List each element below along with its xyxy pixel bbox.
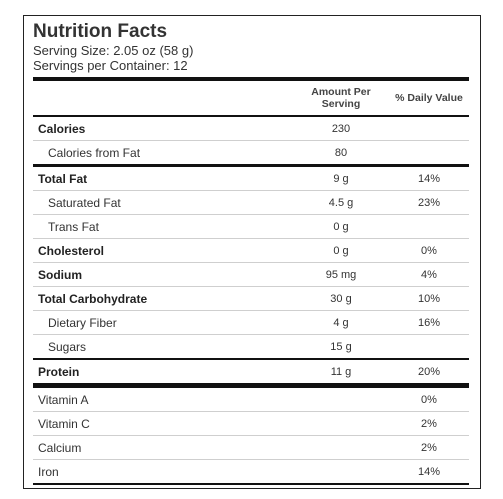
nutrient-daily-value — [389, 334, 469, 359]
nutrient-daily-value: 2% — [389, 411, 469, 436]
nutrient-daily-value: 14% — [389, 164, 469, 191]
daily-value-column-header: % Daily Value — [389, 79, 469, 117]
nutrient-name: Sodium — [33, 262, 293, 287]
nutrient-amount — [293, 459, 389, 485]
nutrient-daily-value: 14% — [389, 459, 469, 485]
nutrient-name: Trans Fat — [33, 214, 293, 239]
nutrient-name: Protein — [33, 358, 293, 386]
table-row: Calories from Fat 80 — [33, 140, 469, 166]
label-header: Nutrition Facts Serving Size: 2.05 oz (5… — [33, 21, 471, 73]
table-row: Dietary Fiber 4 g 16% — [33, 310, 469, 335]
table-row: Calories 230 — [33, 115, 469, 141]
nutrient-name: Total Fat — [33, 164, 293, 191]
nutrient-daily-value: 0% — [389, 383, 469, 412]
table-row: Saturated Fat 4.5 g 23% — [33, 190, 469, 215]
nutrient-name: Cholesterol — [33, 238, 293, 263]
nutrient-amount: 9 g — [293, 164, 389, 191]
table-row: Total Carbohydrate 30 g 10% — [33, 286, 469, 311]
nutrient-name: Sugars — [33, 334, 293, 359]
nutrient-name: Iron — [33, 459, 293, 485]
nutrient-amount: 0 g — [293, 214, 389, 239]
nutrient-amount — [293, 435, 389, 460]
table-row: Trans Fat 0 g — [33, 214, 469, 239]
table-row: Total Fat 9 g 14% — [33, 164, 469, 191]
nutrient-daily-value: 4% — [389, 262, 469, 287]
nutrition-facts-panel: Nutrition Facts Serving Size: 2.05 oz (5… — [23, 15, 481, 489]
table-row: Iron 14% — [33, 459, 469, 485]
nutrient-amount: 15 g — [293, 334, 389, 359]
table-row: Vitamin A 0% — [33, 383, 469, 412]
table-row: Sodium 95 mg 4% — [33, 262, 469, 287]
nutrient-name: Total Carbohydrate — [33, 286, 293, 311]
nutrient-amount — [293, 383, 389, 412]
table-row: Calcium 2% — [33, 435, 469, 460]
label-title: Nutrition Facts — [33, 21, 168, 42]
nutrient-name: Calories from Fat — [33, 140, 293, 166]
nutrient-name: Calcium — [33, 435, 293, 460]
nutrient-daily-value: 20% — [389, 358, 469, 386]
nutrient-amount: 11 g — [293, 358, 389, 386]
nutrient-amount — [293, 411, 389, 436]
nutrient-amount: 80 — [293, 140, 389, 166]
table-row: Cholesterol 0 g 0% — [33, 238, 469, 263]
nutrient-name: Vitamin A — [33, 383, 293, 412]
nutrient-amount: 230 — [293, 115, 389, 141]
nutrient-daily-value: 23% — [389, 190, 469, 215]
nutrient-amount: 4 g — [293, 310, 389, 335]
table-row: Vitamin C 2% — [33, 411, 469, 436]
nutrient-daily-value — [389, 115, 469, 141]
nutrient-amount: 95 mg — [293, 262, 389, 287]
nutrient-daily-value: 16% — [389, 310, 469, 335]
nutrient-name: Dietary Fiber — [33, 310, 293, 335]
table-header-row: Amount Per Serving % Daily Value — [33, 79, 469, 117]
amount-column-header: Amount Per Serving — [293, 79, 389, 117]
nutrition-table: Amount Per Serving % Daily Value Calorie… — [33, 77, 469, 485]
nutrient-name: Calories — [33, 115, 293, 141]
nutrient-daily-value: 0% — [389, 238, 469, 263]
nutrient-column-header — [33, 79, 293, 117]
table-row: Protein 11 g 20% — [33, 358, 469, 386]
nutrient-amount: 0 g — [293, 238, 389, 263]
nutrient-daily-value — [389, 140, 469, 166]
nutrient-name: Vitamin C — [33, 411, 293, 436]
nutrient-name: Saturated Fat — [33, 190, 293, 215]
nutrient-daily-value: 10% — [389, 286, 469, 311]
nutrient-amount: 4.5 g — [293, 190, 389, 215]
nutrient-daily-value — [389, 214, 469, 239]
servings-per-container: Servings per Container: 12 — [33, 58, 188, 73]
nutrient-amount: 30 g — [293, 286, 389, 311]
nutrient-daily-value: 2% — [389, 435, 469, 460]
serving-size: Serving Size: 2.05 oz (58 g) — [33, 43, 194, 58]
table-row: Sugars 15 g — [33, 334, 469, 359]
